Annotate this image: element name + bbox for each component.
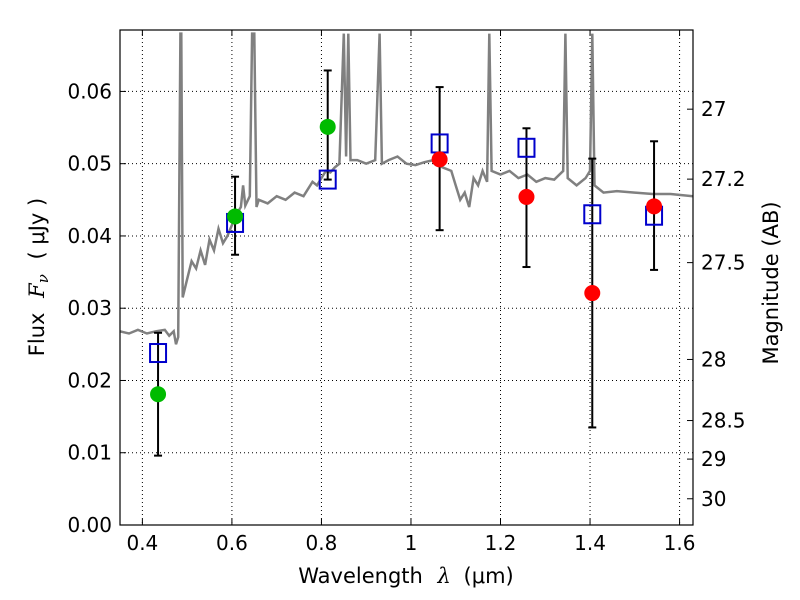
x-tick-label: 0.6 — [216, 531, 248, 555]
right-tick-label: 27.2 — [701, 167, 746, 191]
right-axis-label: Magnitude (AB) — [759, 201, 783, 364]
observed-flux-point — [431, 151, 448, 168]
right-tick-label: 30 — [701, 487, 726, 511]
x-tick-label: 1.4 — [574, 531, 606, 555]
y-tick-label: 0.06 — [67, 79, 112, 103]
right-tick-label: 28 — [701, 347, 726, 371]
y-axis-ticks: 0.00 0.01 0.02 0.03 0.04 0.05 0.06 — [67, 79, 126, 537]
y-axis-label: Flux Fν ( μJy ) — [25, 198, 53, 356]
observed-flux-point — [150, 386, 167, 403]
y-tick-label: 0.02 — [67, 368, 112, 392]
y-tick-label: 0.03 — [67, 296, 112, 320]
model-flux-box — [583, 204, 602, 225]
plot-frame — [119, 29, 694, 526]
model-flux-box — [517, 137, 536, 158]
x-tick-label: 1.6 — [664, 531, 696, 555]
observed-flux-point — [584, 285, 601, 302]
observed-flux-point — [646, 198, 663, 215]
y-tick-label: 0.01 — [67, 441, 112, 465]
model-box-layer — [149, 133, 664, 364]
observed-flux-point — [518, 188, 535, 205]
right-tick-label: 27 — [701, 97, 726, 121]
y-tick-label: 0.04 — [67, 224, 112, 248]
right-tick-label: 28.5 — [701, 409, 746, 433]
observed-flux-point — [319, 118, 336, 135]
grid-lines — [120, 30, 693, 526]
y-tick-label: 0.00 — [67, 513, 112, 537]
x-axis-ticks: 0.4 0.6 0.8 1 1.2 1.4 1.6 — [126, 30, 695, 555]
x-tick-label: 1 — [405, 531, 418, 555]
right-tick-label: 29 — [701, 447, 726, 471]
x-axis-label: Wavelength λ (μm) — [298, 564, 513, 588]
model-flux-box — [149, 343, 168, 364]
right-tick-label: 27.5 — [701, 251, 746, 275]
y-tick-label: 0.05 — [67, 152, 112, 176]
photometry-point-layer — [150, 118, 663, 403]
x-tick-label: 1.2 — [485, 531, 517, 555]
model-flux-box — [318, 169, 337, 190]
observed-flux-point — [227, 208, 244, 225]
right-axis-ticks: 27 27.2 27.5 28 28.5 29 30 — [687, 97, 746, 511]
spectrum-layer — [120, 32, 693, 345]
x-tick-label: 0.8 — [306, 531, 338, 555]
errorbar-layer — [154, 69, 659, 457]
spectrum-line — [120, 32, 693, 345]
x-tick-label: 0.4 — [126, 531, 158, 555]
